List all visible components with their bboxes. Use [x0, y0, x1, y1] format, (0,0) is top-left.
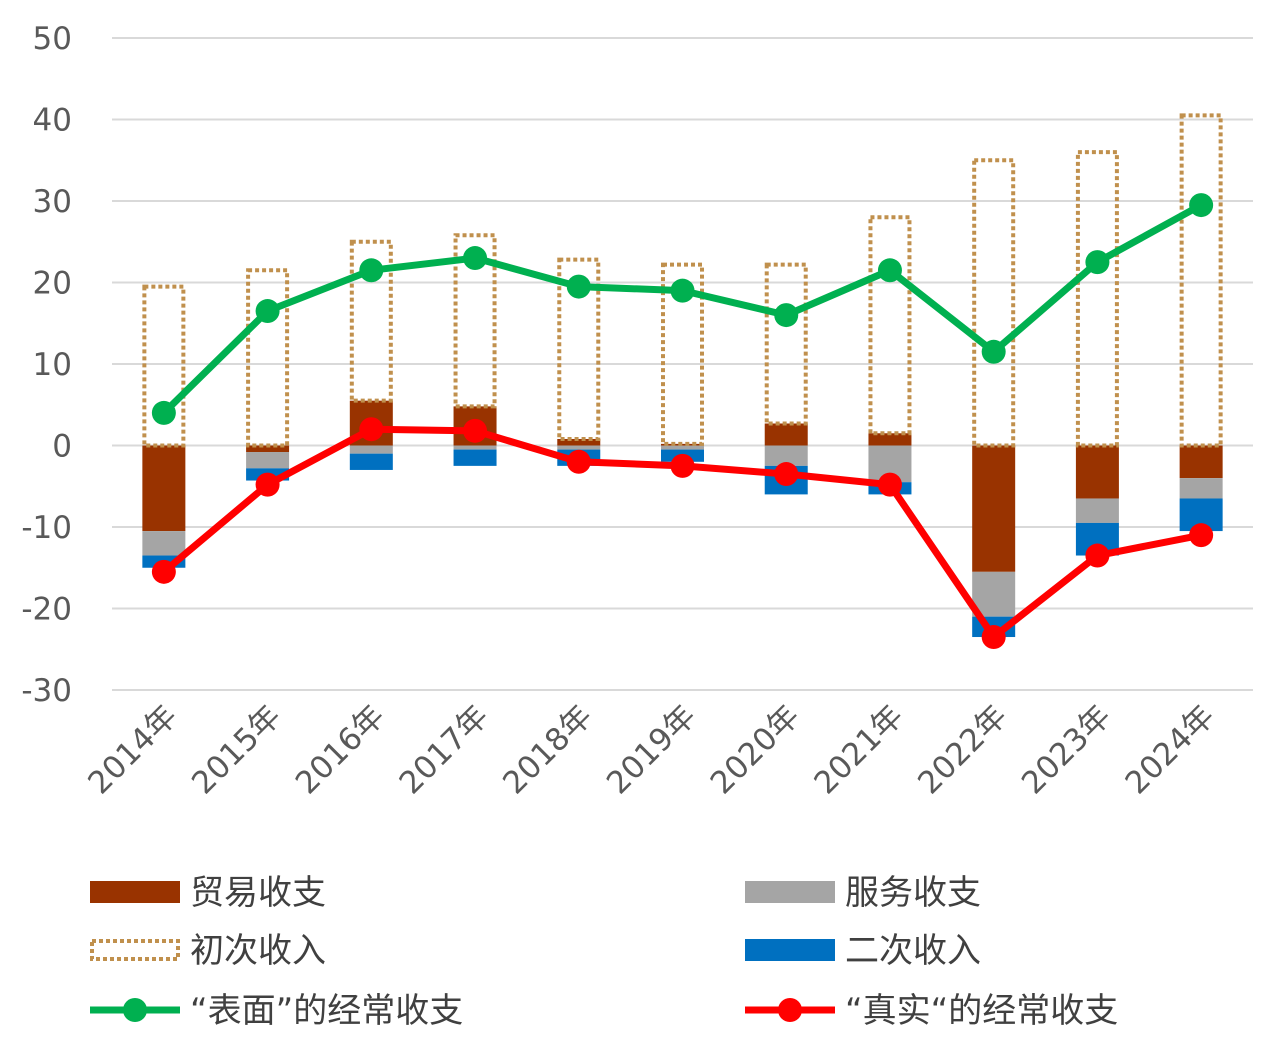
stacked-bars [142, 113, 1223, 638]
y-tick-label: 30 [33, 184, 72, 220]
series-point [566, 274, 591, 299]
y-tick-label: 50 [33, 21, 72, 57]
bar-outline-segment [142, 284, 186, 448]
y-tick-label: -30 [21, 673, 72, 709]
bar-outline-segment [1075, 150, 1119, 448]
bar-segment [246, 452, 290, 469]
series-point [151, 559, 176, 584]
legend-label: “表面”的经常收支 [190, 991, 463, 1031]
bar-segment [453, 449, 497, 466]
bar-outline-segment [661, 262, 704, 446]
bar-segment [453, 445, 497, 450]
bar-segment [142, 531, 186, 556]
bar-segment [142, 445, 186, 532]
bar-segment [557, 438, 601, 446]
series-point [877, 258, 902, 283]
y-axis-tick-labels: 50 40 30 20 10 0 -10 -20 -30 [21, 21, 72, 709]
y-tick-label: -10 [21, 510, 72, 546]
bar-outline-segment [868, 215, 912, 436]
series-point [463, 418, 488, 443]
series-point [670, 453, 695, 478]
bar-segment [661, 445, 704, 450]
gridlines [112, 37, 1253, 691]
legend-label: “真实“的经常收支 [845, 991, 1118, 1031]
series-point [981, 339, 1006, 364]
series-point [877, 472, 902, 497]
series-point [1189, 523, 1214, 548]
bar-segment [868, 433, 912, 446]
bar-outline-segment [349, 239, 393, 403]
bar-segment [557, 445, 601, 450]
bar-segment [349, 445, 393, 454]
bar-segment [1179, 478, 1223, 499]
series-point [255, 472, 280, 497]
legend-label: 初次收入 [190, 931, 326, 971]
legend-swatch [745, 939, 835, 961]
x-axis-tick-labels: 2014年 2015年 2016年 2017年 2018年 2019年 2020年 2021年… [81, 698, 1221, 801]
legend-swatch [90, 881, 180, 903]
x-tick-label: 2017年 [393, 698, 496, 801]
x-tick-label: 2018年 [496, 698, 599, 801]
series-point [463, 246, 488, 271]
legend-label: 二次收入 [845, 931, 981, 971]
series-point [1189, 193, 1214, 218]
legend-swatch [90, 939, 180, 961]
series-point [670, 278, 695, 303]
series-point [255, 299, 280, 324]
legend-label: 贸易收支 [190, 873, 326, 913]
legend-label: 服务收支 [845, 873, 981, 913]
x-tick-label: 2022年 [911, 698, 1014, 801]
bar-outline-segment [764, 262, 808, 426]
bar-segment [764, 423, 808, 446]
series-point [1085, 543, 1110, 568]
bar-segment [349, 453, 393, 470]
series-point [151, 400, 176, 425]
bar-outline-segment [1179, 113, 1223, 448]
series-point [359, 417, 384, 442]
x-tick-label: 2014年 [81, 698, 184, 801]
bar-segment [972, 445, 1016, 572]
bar-segment [1075, 498, 1119, 523]
legend-swatch [745, 881, 835, 903]
series-point [359, 258, 384, 283]
x-tick-label: 2020年 [704, 698, 807, 801]
y-tick-label: 0 [52, 429, 72, 465]
series-point [774, 303, 799, 328]
series-line [161, 202, 1203, 416]
series-lines [151, 193, 1214, 650]
x-tick-label: 2015年 [185, 698, 288, 801]
x-tick-label: 2023年 [1015, 698, 1118, 801]
series-point [566, 449, 591, 474]
series-point [774, 462, 799, 487]
legend-swatch-marker [778, 998, 802, 1022]
x-tick-label: 2019年 [600, 698, 703, 801]
y-tick-label: 10 [33, 347, 72, 383]
bar-segment [661, 443, 704, 446]
y-tick-label: -20 [21, 592, 72, 628]
bar-segment [246, 445, 290, 453]
bar-segment [1179, 445, 1223, 479]
bar-segment [764, 445, 808, 466]
bar-outline-segment [972, 158, 1016, 448]
legend-swatch-marker [123, 998, 147, 1022]
bar-outline-segment [246, 268, 290, 448]
y-tick-label: 20 [33, 266, 72, 302]
x-tick-label: 2016年 [289, 698, 392, 801]
series-point [981, 625, 1006, 650]
bar-segment [1075, 445, 1119, 499]
bar-segment [972, 571, 1016, 617]
x-tick-label: 2024年 [1119, 698, 1222, 801]
x-tick-label: 2021年 [807, 698, 910, 801]
bar-outline-segment [557, 257, 601, 441]
series-point [1085, 250, 1110, 275]
y-tick-label: 40 [33, 103, 72, 139]
